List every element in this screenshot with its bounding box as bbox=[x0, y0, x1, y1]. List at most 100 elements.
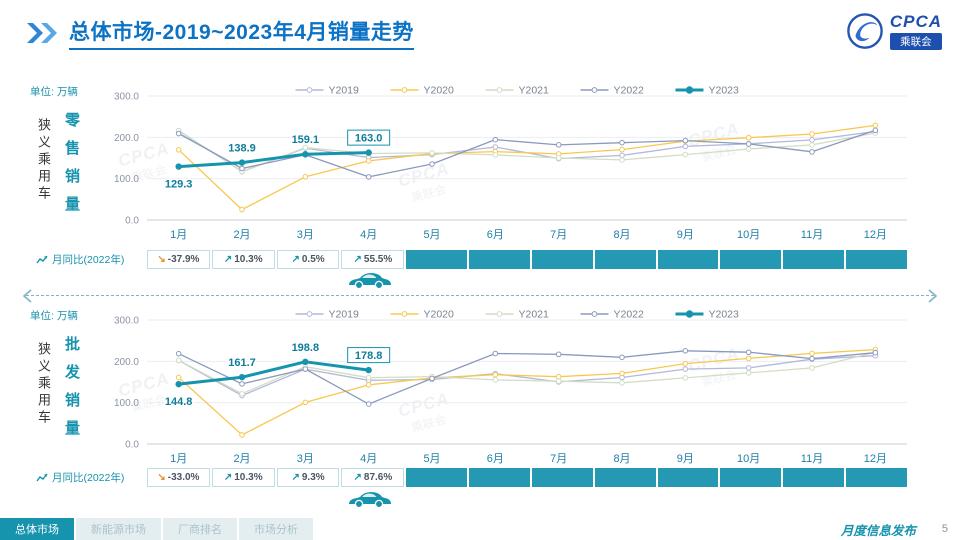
header: 总体市场-2019~2023年4月销量走势 bbox=[26, 16, 414, 50]
svg-text:144.8: 144.8 bbox=[165, 396, 193, 408]
yoy-empty-cell bbox=[531, 468, 593, 487]
logo-abbr: CPCA bbox=[889, 12, 942, 31]
svg-text:Y2019: Y2019 bbox=[329, 85, 360, 97]
title-chevron-icon bbox=[27, 23, 57, 43]
svg-text:10月: 10月 bbox=[737, 453, 760, 465]
logo-text: CPCA 乘联会 bbox=[890, 12, 942, 50]
unit-label-wholesale: 单位: 万辆 bbox=[30, 310, 78, 322]
yoy-cells-wholesale: ↘ -33.0% ↗ 10.3% ↗ 9.3% ↗ 87.6% bbox=[147, 468, 907, 487]
yoy-row-wholesale: 月同比(2022年) ↘ -33.0% ↗ 10.3% ↗ 9.3% ↗ 87.6% bbox=[36, 468, 907, 487]
yoy-empty-cell bbox=[720, 468, 782, 487]
arrow-left-icon bbox=[22, 289, 32, 303]
svg-text:100.0: 100.0 bbox=[114, 174, 139, 185]
svg-text:8月: 8月 bbox=[613, 229, 630, 241]
svg-text:6月: 6月 bbox=[487, 229, 504, 241]
svg-text:300.0: 300.0 bbox=[114, 316, 139, 327]
svg-text:200.0: 200.0 bbox=[114, 133, 139, 144]
yoy-empty-cell bbox=[469, 250, 530, 269]
svg-text:1月: 1月 bbox=[170, 229, 187, 241]
svg-text:100.0: 100.0 bbox=[114, 398, 139, 409]
svg-text:2月: 2月 bbox=[233, 229, 250, 241]
yoy-cells-retail: ↘ -37.9% ↗ 10.3% ↗ 0.5% ↗ 55.5% bbox=[147, 250, 907, 269]
line-chart-svg: 0.0 100.0 200.0 300.0 1月 2月 3月 4月 5月 6月 7月 8月 9月 10月 1… bbox=[114, 85, 907, 241]
svg-text:2月: 2月 bbox=[233, 453, 250, 465]
yoy-empty-cell bbox=[720, 250, 782, 269]
yoy-value-cell: ↗ 55.5% bbox=[341, 250, 405, 269]
page-title: 总体市场-2019~2023年4月销量走势 bbox=[69, 16, 414, 50]
svg-text:11月: 11月 bbox=[801, 453, 823, 465]
svg-text:9月: 9月 bbox=[677, 453, 694, 465]
svg-text:9月: 9月 bbox=[677, 229, 694, 241]
svg-text:3月: 3月 bbox=[297, 453, 314, 465]
yoy-label-text: 月同比(2022年) bbox=[52, 254, 125, 266]
svg-text:Y2022: Y2022 bbox=[614, 309, 645, 321]
footer: 总体市场 新能源市场 厂商排名 市场分析 月度信息发布 5 bbox=[0, 518, 960, 540]
yoy-value-cell: ↗ 10.3% bbox=[211, 468, 275, 487]
svg-text:163.0: 163.0 bbox=[355, 133, 383, 145]
svg-text:11月: 11月 bbox=[801, 229, 823, 241]
svg-text:4月: 4月 bbox=[360, 229, 377, 241]
yoy-empty-cell bbox=[594, 250, 656, 269]
car-icon bbox=[347, 490, 391, 514]
tab-overall-market[interactable]: 总体市场 bbox=[0, 518, 74, 540]
metric-label-wholesale: 批发销量 bbox=[63, 336, 80, 448]
trend-icon bbox=[36, 473, 48, 482]
yoy-empty-cell bbox=[846, 250, 907, 269]
svg-text:178.8: 178.8 bbox=[355, 350, 383, 362]
yoy-row-retail: 月同比(2022年) ↘ -37.9% ↗ 10.3% ↗ 0.5% ↗ 55.5% bbox=[36, 250, 907, 269]
yoy-empty-cell bbox=[469, 468, 530, 487]
svg-text:Y2023: Y2023 bbox=[709, 309, 740, 321]
svg-text:Y2021: Y2021 bbox=[519, 85, 550, 97]
svg-text:5月: 5月 bbox=[423, 229, 440, 241]
yoy-empty-cell bbox=[783, 468, 845, 487]
svg-text:138.9: 138.9 bbox=[228, 143, 256, 155]
tab-market-analysis[interactable]: 市场分析 bbox=[239, 518, 313, 540]
svg-text:Y2020: Y2020 bbox=[424, 309, 455, 321]
yoy-empty-cell bbox=[594, 468, 656, 487]
svg-text:6月: 6月 bbox=[487, 453, 504, 465]
yoy-empty-cell bbox=[406, 250, 468, 269]
logo-name: 乘联会 bbox=[890, 33, 942, 50]
yoy-value-cell: ↗ 9.3% bbox=[276, 468, 340, 487]
svg-text:12月: 12月 bbox=[864, 229, 887, 241]
yoy-value-cell: ↗ 87.6% bbox=[341, 468, 405, 487]
yoy-label-retail: 月同比(2022年) bbox=[36, 250, 147, 269]
yoy-empty-cell bbox=[846, 468, 907, 487]
tab-oem-ranking[interactable]: 厂商排名 bbox=[163, 518, 237, 540]
yoy-empty-cell bbox=[531, 250, 593, 269]
cpca-logo: CPCA 乘联会 bbox=[846, 12, 942, 50]
car-icon bbox=[347, 271, 391, 295]
svg-text:3月: 3月 bbox=[297, 229, 314, 241]
tab-nev-market[interactable]: 新能源市场 bbox=[76, 518, 161, 540]
svg-text:200.0: 200.0 bbox=[114, 357, 139, 368]
svg-text:7月: 7月 bbox=[550, 229, 567, 241]
svg-text:Y2019: Y2019 bbox=[329, 309, 360, 321]
svg-text:Y2021: Y2021 bbox=[519, 309, 550, 321]
vehicle-type-label-retail: 狭义乘用车 bbox=[36, 118, 51, 203]
svg-text:159.1: 159.1 bbox=[292, 134, 320, 146]
svg-text:4月: 4月 bbox=[360, 453, 377, 465]
svg-text:5月: 5月 bbox=[423, 453, 440, 465]
yoy-empty-cell bbox=[657, 250, 719, 269]
arrow-right-icon bbox=[928, 289, 938, 303]
svg-text:1月: 1月 bbox=[170, 453, 187, 465]
retail-trend-chart: 0.0 100.0 200.0 300.0 1月 2月 3月 4月 5月 6月 7月 8月 9月 10月 1… bbox=[95, 82, 915, 254]
vehicle-type-label-wholesale: 狭义乘用车 bbox=[36, 342, 51, 427]
svg-text:10月: 10月 bbox=[737, 229, 760, 241]
publication-label: 月度信息发布 bbox=[840, 523, 916, 538]
svg-text:Y2022: Y2022 bbox=[614, 85, 645, 97]
svg-text:Y2023: Y2023 bbox=[709, 85, 740, 97]
yoy-value-cell: ↘ -33.0% bbox=[147, 468, 210, 487]
svg-text:129.3: 129.3 bbox=[165, 179, 193, 191]
svg-text:0.0: 0.0 bbox=[125, 440, 139, 451]
yoy-value-cell: ↗ 10.3% bbox=[211, 250, 275, 269]
page-number: 5 bbox=[941, 523, 948, 535]
line-chart-svg: 0.0 100.0 200.0 300.0 1月 2月 3月 4月 5月 6月 7月 8月 9月 10月 1… bbox=[114, 309, 907, 465]
trend-icon bbox=[36, 255, 48, 264]
yoy-value-cell: ↘ -37.9% bbox=[147, 250, 210, 269]
svg-text:300.0: 300.0 bbox=[114, 92, 139, 103]
wholesale-trend-chart: 0.0 100.0 200.0 300.0 1月 2月 3月 4月 5月 6月 7月 8月 9月 10月 1… bbox=[95, 306, 915, 478]
yoy-empty-cell bbox=[657, 468, 719, 487]
yoy-label-wholesale: 月同比(2022年) bbox=[36, 468, 147, 487]
